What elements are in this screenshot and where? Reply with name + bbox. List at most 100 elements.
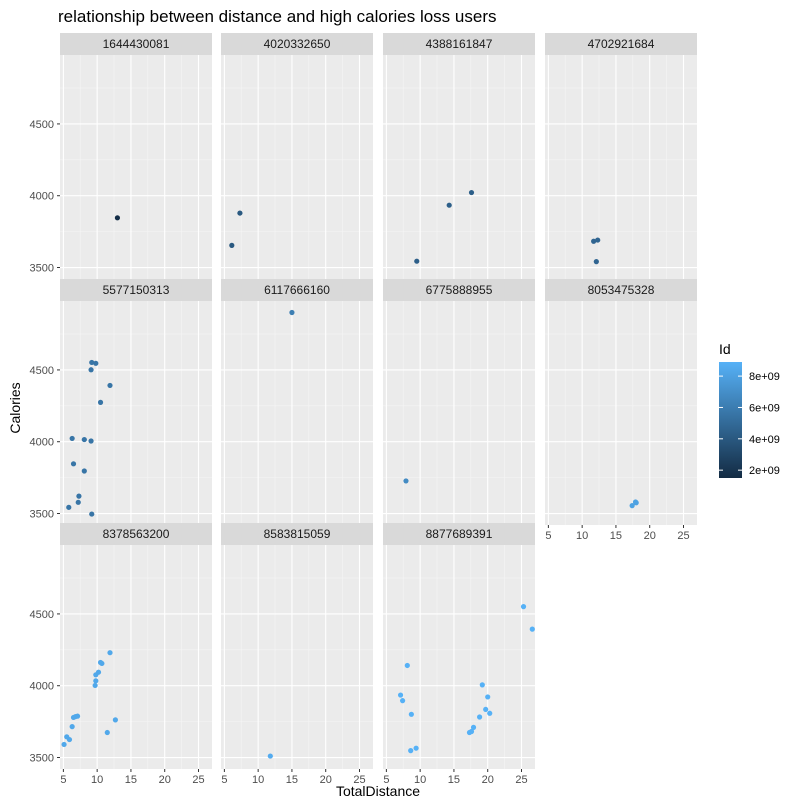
data-point [66, 736, 73, 743]
x-tick-label: 25 [353, 774, 365, 786]
data-point [446, 202, 452, 208]
panel-background [60, 55, 212, 279]
legend-label: 4e+09 [749, 434, 780, 446]
x-tick-label: 20 [320, 774, 332, 786]
facet-panel: 8053475328 [545, 279, 697, 525]
data-point [403, 478, 409, 484]
x-tick-label: 15 [125, 774, 137, 786]
data-point [229, 242, 235, 248]
facet-panel: 8583815059 [221, 523, 373, 769]
y-axis-title: Calories [7, 382, 23, 433]
x-tick-label: 15 [610, 530, 622, 542]
data-point [66, 504, 72, 510]
data-point [468, 728, 475, 735]
data-point [487, 710, 493, 716]
data-point [520, 604, 527, 610]
data-point [75, 499, 81, 505]
facet-strip [383, 33, 535, 55]
facet-panel: 8877689391 [383, 523, 535, 769]
data-point [399, 698, 406, 704]
facet-strip [545, 33, 697, 55]
data-point [593, 259, 599, 265]
facet-strip-label: 6775888955 [426, 283, 493, 297]
facet-strip-label: 8877689391 [426, 527, 493, 541]
y-tick-label: 4000 [30, 437, 54, 449]
facet-panel: 6775888955 [383, 279, 535, 525]
data-point [81, 468, 87, 474]
data-point [595, 237, 601, 243]
facet-panel: 4388161847 [383, 33, 535, 279]
x-axis-title: TotalDistance [336, 783, 420, 799]
panel-background [60, 545, 212, 769]
data-point [112, 717, 118, 723]
data-point [70, 461, 77, 467]
panel-background [545, 55, 697, 279]
facet-panels: 1644430081 4020332650 4388161847 4702921684… [60, 33, 697, 769]
y-tick-label: 4000 [30, 681, 54, 693]
data-point [104, 729, 110, 736]
x-tick-label: 20 [482, 774, 494, 786]
panel-background [383, 301, 535, 525]
data-point [413, 745, 419, 751]
data-point [95, 669, 102, 675]
x-tick-label: 10 [252, 774, 264, 786]
data-point [404, 662, 410, 669]
y-tick-label: 3500 [30, 263, 54, 275]
data-point [477, 714, 483, 720]
y-tick-label: 4500 [30, 609, 54, 621]
data-point [93, 678, 99, 684]
panel-background [221, 55, 373, 279]
data-point [633, 500, 639, 506]
data-point [69, 435, 75, 442]
x-tick-label: 20 [159, 774, 171, 786]
chart-title: relationship between distance and high c… [58, 7, 496, 26]
legend-ticks: 8e+09 6e+09 4e+09 2e+09 [719, 371, 780, 477]
data-point [92, 682, 98, 689]
x-tick-label: 25 [192, 774, 204, 786]
data-point [470, 724, 477, 730]
data-point [629, 503, 635, 509]
facet-strip [60, 33, 212, 55]
data-point [107, 650, 113, 656]
data-point [69, 724, 75, 730]
x-tick-label: 10 [576, 530, 588, 542]
data-point [408, 748, 414, 754]
x-tick-label: 10 [414, 774, 426, 786]
facet-strip-label: 4388161847 [426, 37, 493, 51]
facet-panel: 4020332650 [221, 33, 373, 279]
facet-panel: 8378563200 [60, 523, 212, 769]
data-point [99, 660, 105, 667]
data-point [483, 706, 489, 713]
facet-strip-label: 4702921684 [588, 37, 655, 51]
facet-panel: 1644430081 [60, 33, 212, 279]
panel-background [383, 55, 535, 279]
data-point [89, 511, 95, 517]
y-tick-label: 3500 [30, 753, 54, 765]
facet-strip-label: 6117666160 [264, 283, 330, 297]
x-tick-label: 5 [383, 774, 389, 786]
data-point [107, 382, 113, 389]
data-point [97, 399, 104, 405]
x-tick-label: 5 [60, 774, 66, 786]
facet-strip-label: 8583815059 [264, 527, 331, 541]
y-tick-label: 3500 [30, 509, 54, 521]
data-point [89, 359, 95, 366]
panel-background [221, 545, 373, 769]
x-tick-label: 25 [515, 774, 527, 786]
data-point [468, 189, 475, 196]
x-tick-label: 10 [91, 774, 103, 786]
y-tick-label: 4000 [30, 191, 54, 203]
x-tick-label: 15 [286, 774, 298, 786]
panel-background [221, 301, 373, 525]
data-point [74, 713, 81, 719]
facet-strip [545, 279, 697, 301]
legend-label: 6e+09 [749, 402, 780, 414]
data-point [81, 436, 87, 443]
facet-strip-label: 1644430081 [103, 37, 170, 51]
facet-strip [60, 279, 212, 301]
facet-strip-label: 8378563200 [103, 527, 170, 541]
data-point [93, 360, 99, 366]
legend-label: 8e+09 [749, 371, 780, 383]
data-point [529, 626, 535, 632]
